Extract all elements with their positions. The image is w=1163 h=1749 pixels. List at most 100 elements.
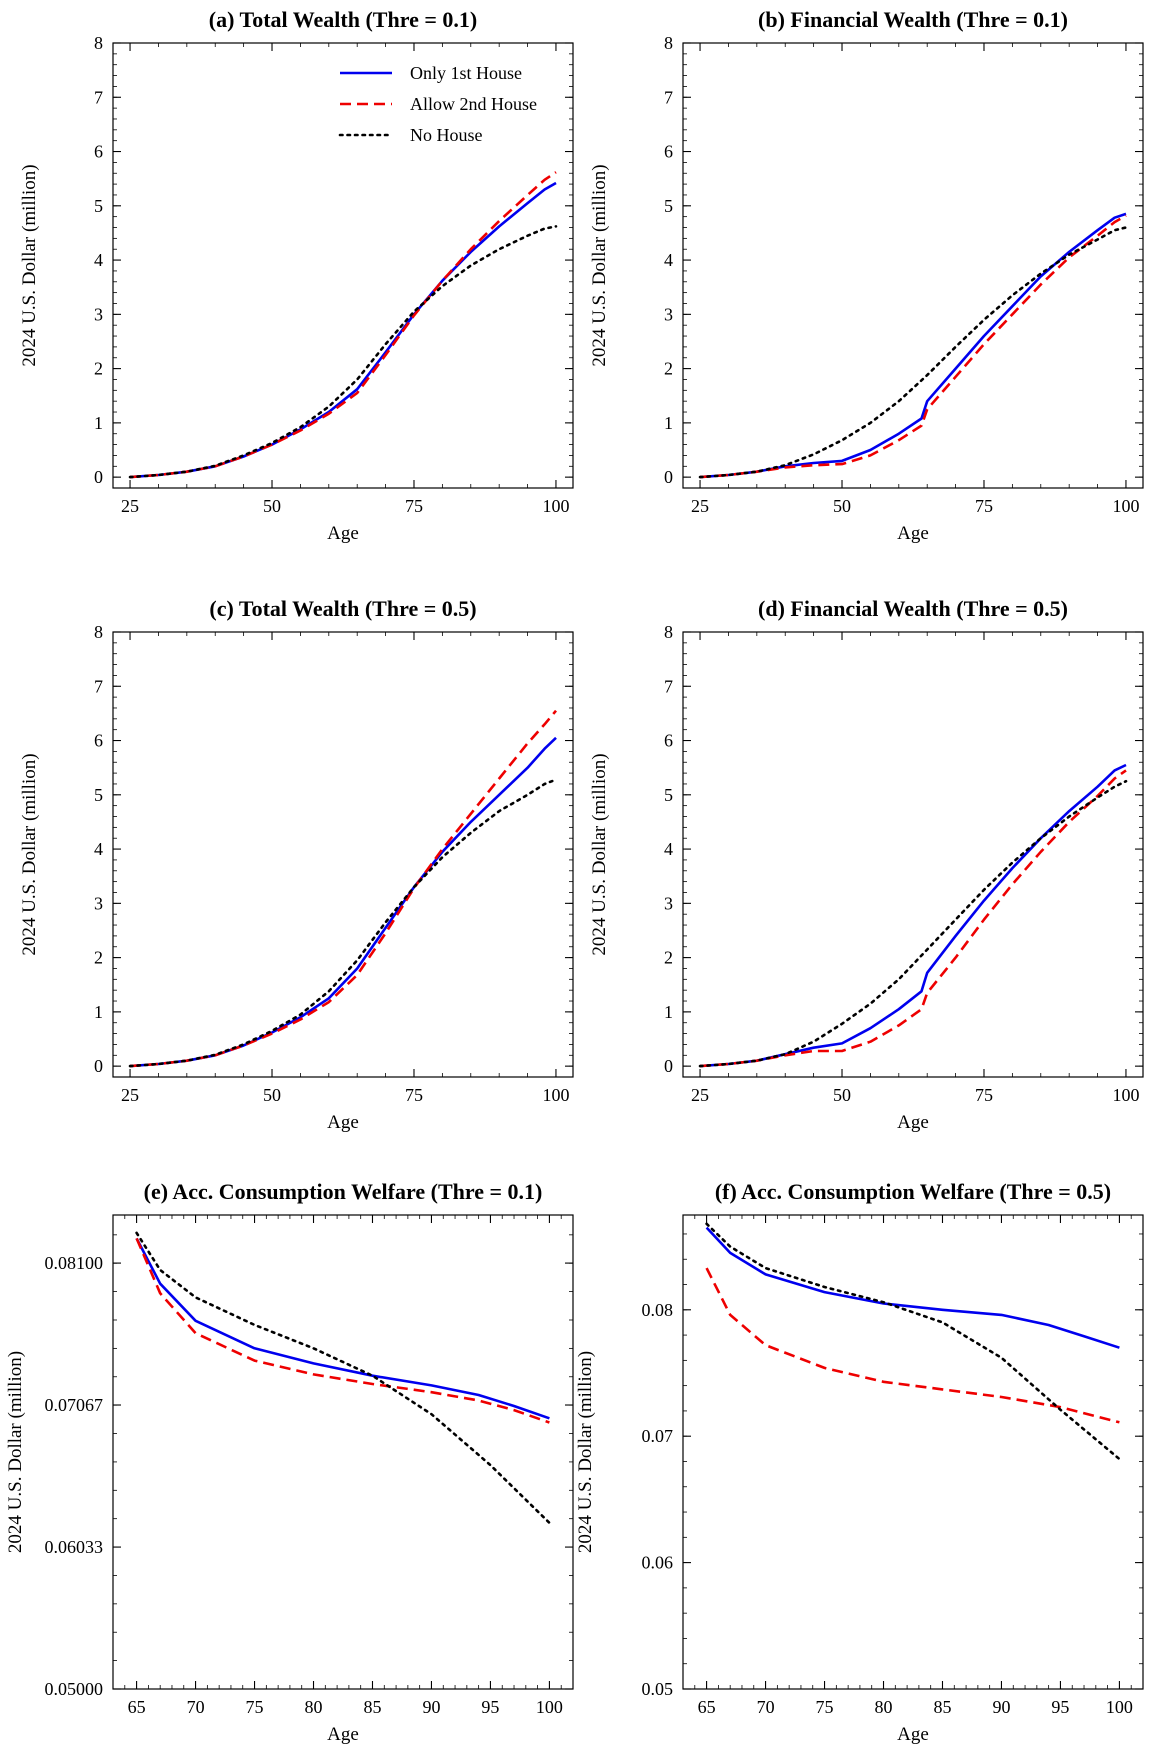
y-tick-label: 0.05000 [45, 1679, 104, 1699]
y-tick-label: 6 [94, 142, 103, 162]
x-tick-label: 95 [481, 1697, 499, 1717]
series-line-no-house [128, 778, 558, 1068]
series-line-allow-2nd-house [705, 1267, 1120, 1424]
x-tick-label: 75 [405, 1085, 423, 1105]
y-tick-label: 3 [94, 304, 103, 324]
x-tick-label: 50 [263, 1085, 281, 1105]
y-tick-label: 0 [94, 1056, 103, 1076]
x-axis-label: Age [327, 1112, 359, 1133]
y-tick-label: 5 [664, 785, 673, 805]
series-line-no-house [705, 1222, 1121, 1461]
x-tick-label: 100 [536, 1697, 563, 1717]
y-tick-label: 5 [94, 196, 103, 216]
y-tick-label: 6 [94, 731, 103, 751]
x-tick-label: 70 [187, 1697, 205, 1717]
plot-frame [112, 42, 574, 489]
y-tick-label: 0 [94, 467, 103, 487]
y-tick-label: 8 [94, 622, 103, 642]
y-tick-label: 0.06033 [45, 1537, 104, 1557]
series-line-allow-2nd-house [135, 1237, 550, 1424]
y-tick-label: 2 [664, 359, 673, 379]
y-tick-label: 0.08100 [45, 1253, 104, 1273]
chart-title: (f) Acc. Consumption Welfare (Thre = 0.5… [715, 1179, 1111, 1204]
x-axis-label: Age [897, 523, 929, 544]
legend-label: No House [410, 125, 483, 145]
y-tick-label: 8 [664, 33, 673, 53]
x-tick-label: 50 [833, 496, 851, 516]
y-tick-label: 1 [664, 413, 673, 433]
y-tick-label: 4 [664, 250, 673, 270]
series-line-allow-2nd-house [699, 769, 1127, 1068]
y-tick-label: 7 [94, 87, 103, 107]
legend-label: Only 1st House [410, 63, 522, 83]
x-tick-label: 25 [121, 1085, 139, 1105]
x-tick-label: 85 [363, 1697, 381, 1717]
y-tick-label: 4 [94, 250, 103, 270]
chart-panel-4: (e) Acc. Consumption Welfare (Thre = 0.1… [5, 1179, 574, 1745]
chart-panel-0: (a) Total Wealth (Thre = 0.1)25 50 75 10001… [19, 7, 574, 544]
plot-frame [682, 42, 1144, 489]
x-tick-label: 100 [1112, 496, 1139, 516]
x-tick-label: 75 [816, 1697, 834, 1717]
x-tick-label: 50 [833, 1085, 851, 1105]
y-tick-label: 0.08 [642, 1300, 674, 1320]
y-axis-label: 2024 U.S. Dollar (million) [589, 753, 610, 955]
x-axis-label: Age [327, 1724, 359, 1745]
y-axis-label: 2024 U.S. Dollar (million) [5, 1351, 26, 1553]
x-tick-label: 70 [757, 1697, 775, 1717]
y-tick-label: 0 [664, 1056, 673, 1076]
y-tick-label: 1 [94, 413, 103, 433]
x-axis-label: Age [327, 523, 359, 544]
series-line-only-1st-house [699, 212, 1127, 479]
chart-panel-1: (b) Financial Wealth (Thre = 0.1)25 50 75 1… [589, 7, 1144, 544]
series-line-no-house [128, 225, 558, 479]
y-tick-label: 0 [664, 467, 673, 487]
y-tick-label: 2 [664, 948, 673, 968]
y-tick-label: 8 [94, 33, 103, 53]
y-tick-label: 6 [664, 731, 673, 751]
series-line-only-1st-house [135, 1237, 550, 1420]
x-tick-label: 100 [1106, 1697, 1133, 1717]
x-tick-label: 25 [121, 496, 139, 516]
y-tick-label: 3 [664, 893, 673, 913]
x-tick-label: 50 [263, 496, 281, 516]
x-tick-label: 75 [405, 496, 423, 516]
x-tick-label: 90 [422, 1697, 440, 1717]
legend-label: Allow 2nd House [410, 94, 537, 114]
x-tick-label: 100 [1112, 1085, 1139, 1105]
x-tick-label: 75 [975, 496, 993, 516]
x-tick-label: 100 [542, 496, 569, 516]
y-tick-label: 2 [94, 948, 103, 968]
y-axis-label: 2024 U.S. Dollar (million) [575, 1351, 596, 1553]
plot-frame [112, 631, 574, 1078]
y-tick-label: 8 [664, 622, 673, 642]
x-tick-label: 75 [975, 1085, 993, 1105]
y-tick-label: 5 [664, 196, 673, 216]
y-tick-label: 5 [94, 785, 103, 805]
legend: Only 1st House Allow 2nd House No House [338, 63, 537, 145]
y-tick-label: 0.07067 [45, 1395, 104, 1415]
series-line-only-1st-house [705, 1226, 1120, 1349]
y-tick-label: 4 [664, 839, 673, 859]
chart-title: (b) Financial Wealth (Thre = 0.1) [758, 7, 1068, 32]
series-line-no-house [698, 226, 1128, 479]
chart-title: (c) Total Wealth (Thre = 0.5) [209, 596, 476, 621]
y-tick-label: 1 [94, 1002, 103, 1022]
chart-title: (a) Total Wealth (Thre = 0.1) [209, 7, 477, 32]
y-tick-label: 6 [664, 142, 673, 162]
x-tick-label: 65 [128, 1697, 146, 1717]
y-tick-label: 7 [664, 676, 673, 696]
y-axis-label: 2024 U.S. Dollar (million) [19, 164, 40, 366]
chart-panel-3: (d) Financial Wealth (Thre = 0.5)25 50 75 1… [589, 596, 1144, 1133]
y-axis-label: 2024 U.S. Dollar (million) [19, 753, 40, 955]
y-tick-label: 4 [94, 839, 103, 859]
series-line-allow-2nd-house [699, 214, 1127, 479]
plot-frame [682, 631, 1144, 1078]
y-tick-label: 3 [94, 893, 103, 913]
x-tick-label: 25 [691, 496, 709, 516]
chart-panel-5: (f) Acc. Consumption Welfare (Thre = 0.5… [575, 1179, 1144, 1745]
plot-frame [682, 1214, 1144, 1690]
series-line-no-house [698, 779, 1128, 1068]
plot-frame [112, 1214, 574, 1690]
